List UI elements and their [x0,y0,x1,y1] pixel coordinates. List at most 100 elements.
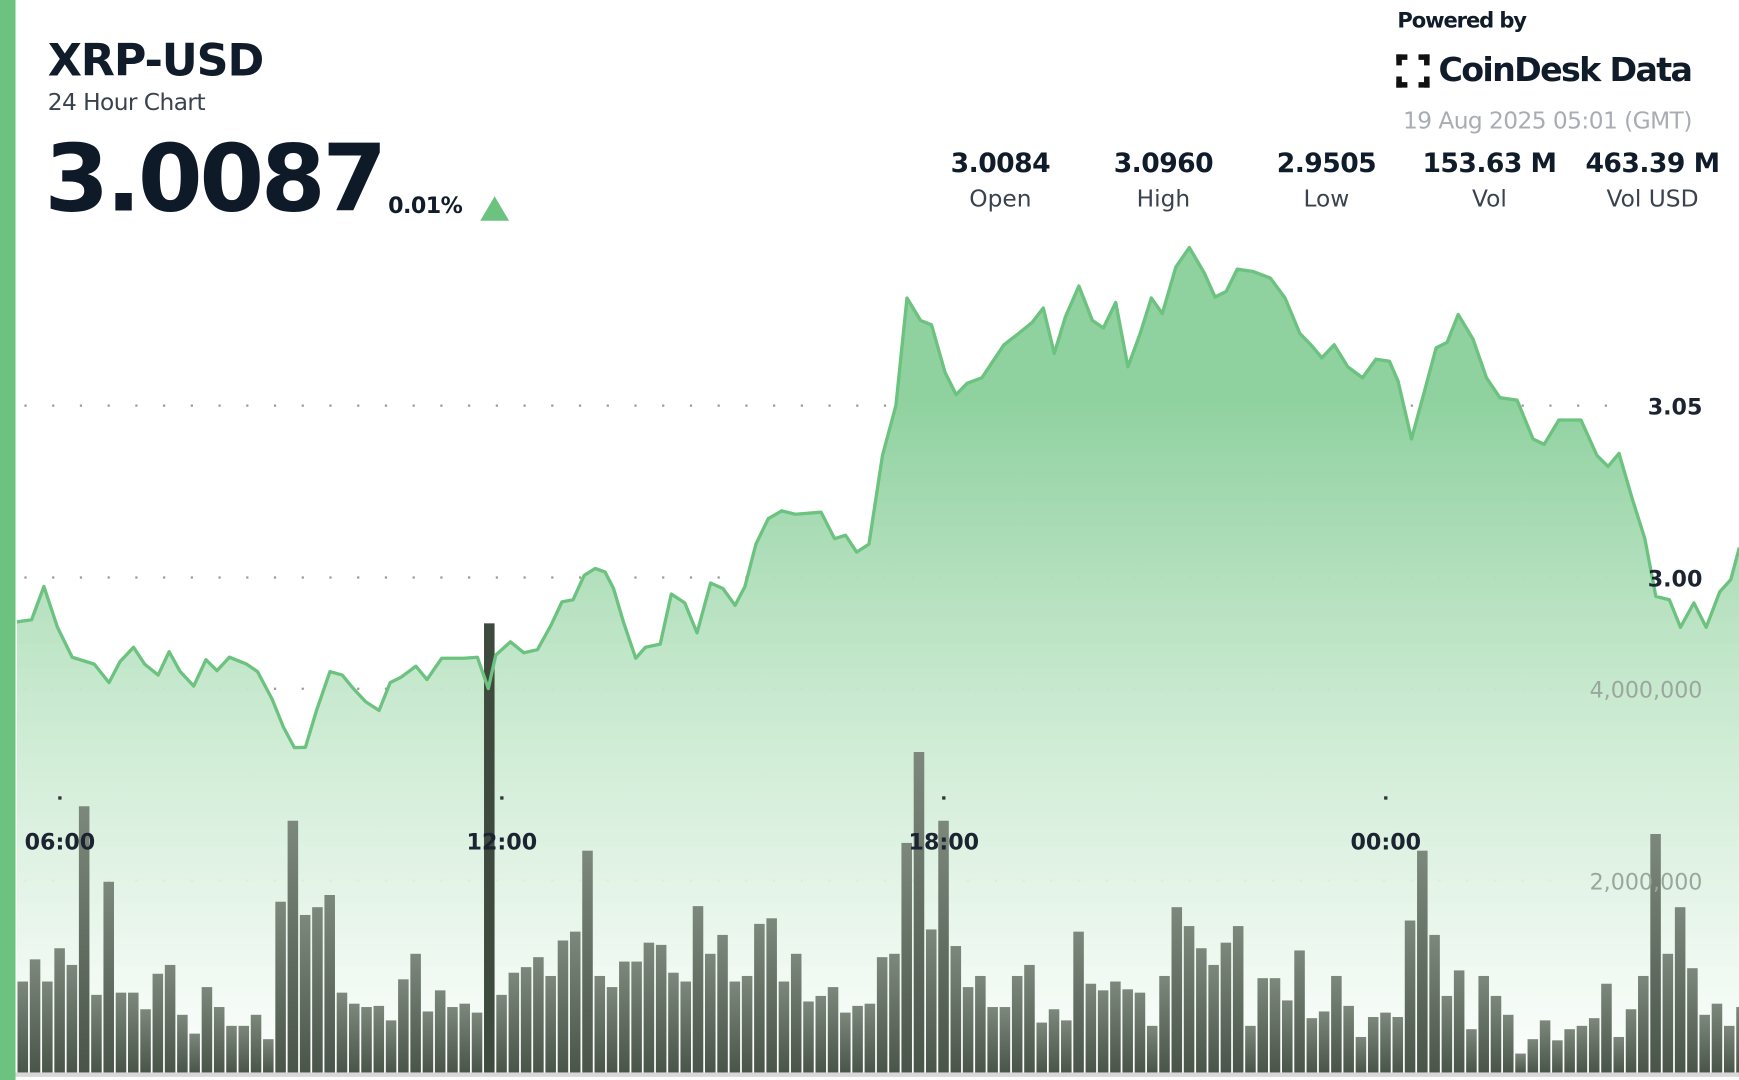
volume-bar[interactable] [1122,989,1133,1073]
volume-bar[interactable] [864,1003,876,1073]
volume-bar[interactable] [1232,926,1244,1073]
volume-bar[interactable] [557,940,569,1073]
volume-bar[interactable] [987,1007,998,1073]
volume-bar[interactable] [999,1007,1011,1073]
volume-bar[interactable] [594,975,606,1073]
volume-bar[interactable] [754,923,765,1073]
volume-bar[interactable] [962,987,974,1073]
volume-bar[interactable] [815,995,827,1073]
volume-bar[interactable] [1220,942,1232,1073]
volume-bar[interactable] [1588,1018,1600,1073]
volume-bar[interactable] [471,1012,483,1073]
volume-bar[interactable] [1711,1003,1723,1073]
volume-bar[interactable] [1097,990,1109,1073]
volume-bar[interactable] [1183,926,1195,1073]
volume-bar[interactable] [1061,1020,1072,1073]
volume-bar[interactable] [17,981,29,1073]
volume-bar[interactable] [312,907,323,1073]
volume-bar[interactable] [889,953,900,1073]
volume-bar[interactable] [1073,931,1084,1073]
volume-bar[interactable] [275,901,286,1073]
volume-bar[interactable] [1355,1036,1367,1073]
volume-bar[interactable] [778,981,790,1073]
volume-bar[interactable] [1515,1053,1526,1073]
volume-bar[interactable] [668,972,679,1073]
volume-bar[interactable] [1564,1029,1575,1073]
volume-bar[interactable] [1036,1022,1048,1073]
volume-bar[interactable] [348,1003,360,1073]
volume-bar[interactable] [913,751,925,1073]
volume-bar[interactable] [103,881,114,1073]
volume-bar[interactable] [459,1003,471,1073]
volume-bar[interactable] [1257,978,1268,1073]
volume-bar[interactable] [1601,983,1612,1073]
volume-bar[interactable] [1613,1036,1625,1073]
volume-bar[interactable] [1466,1029,1477,1073]
volume-bar[interactable] [1110,981,1121,1073]
volume-bar[interactable] [189,1033,200,1073]
volume-bar[interactable] [1367,1017,1379,1073]
volume-bar[interactable] [975,975,986,1073]
volume-bar[interactable] [1146,1025,1158,1073]
brand-logo[interactable]: CoinDesk Data [1396,51,1693,90]
volume-bar[interactable] [434,990,446,1073]
volume-bar[interactable] [1245,1025,1256,1073]
volume-bar[interactable] [410,953,421,1073]
volume-bar[interactable] [1024,964,1035,1073]
volume-bar[interactable] [1417,850,1428,1073]
volume-bar[interactable] [299,914,311,1073]
volume-bar[interactable] [152,973,164,1073]
volume-bar[interactable] [790,953,802,1073]
volume-bar[interactable] [484,623,495,1073]
volume-bar[interactable] [54,948,65,1073]
volume-bar[interactable] [128,992,139,1073]
volume-bar[interactable] [1134,992,1146,1073]
volume-bar[interactable] [1674,907,1686,1073]
volume-bar[interactable] [1478,975,1489,1073]
volume-bar[interactable] [422,1011,434,1073]
volume-bar[interactable] [1650,833,1661,1073]
volume-bar[interactable] [1723,1025,1735,1073]
volume-bar[interactable] [692,906,704,1073]
volume-bar[interactable] [1392,1017,1404,1073]
volume-bar[interactable] [655,944,667,1073]
volume-bar[interactable] [631,961,642,1073]
volume-bar[interactable] [250,1014,262,1073]
volume-bar[interactable] [336,992,348,1073]
volume-bar[interactable] [840,1012,851,1073]
volume-bar[interactable] [1441,995,1453,1073]
volume-bar[interactable] [1490,995,1502,1073]
volume-bar[interactable] [1687,968,1698,1073]
volume-bar[interactable] [238,1025,250,1073]
volume-bar[interactable] [78,806,90,1073]
volume-bar[interactable] [1269,978,1281,1073]
volume-bar[interactable] [1306,1018,1318,1073]
volume-bar[interactable] [1662,953,1674,1073]
volume-bar[interactable] [1380,1012,1391,1073]
volume-bar[interactable] [619,961,630,1073]
volume-bar[interactable] [140,1009,151,1073]
volume-bar[interactable] [606,987,618,1073]
volume-bar[interactable] [1294,950,1305,1073]
volume-bar[interactable] [1429,934,1440,1073]
volume-bar[interactable] [520,967,532,1073]
volume-bar[interactable] [1576,1025,1588,1073]
volume-bar[interactable] [177,1014,188,1073]
volume-bar[interactable] [533,957,544,1073]
volume-bar[interactable] [1453,970,1465,1073]
volume-bar[interactable] [1011,975,1023,1073]
volume-bar[interactable] [66,964,78,1073]
volume-bar[interactable] [876,957,888,1073]
volume-bar[interactable] [1171,907,1183,1073]
volume-bar[interactable] [643,942,655,1073]
volume-bar[interactable] [827,987,839,1073]
volume-bar[interactable] [42,981,53,1073]
volume-bar[interactable] [201,987,213,1073]
volume-bar[interactable] [1736,1007,1739,1073]
volume-bar[interactable] [29,959,41,1073]
volume-bar[interactable] [398,979,409,1073]
volume-bar[interactable] [115,992,127,1073]
volume-bar[interactable] [1502,1014,1514,1073]
volume-bar[interactable] [545,975,556,1073]
